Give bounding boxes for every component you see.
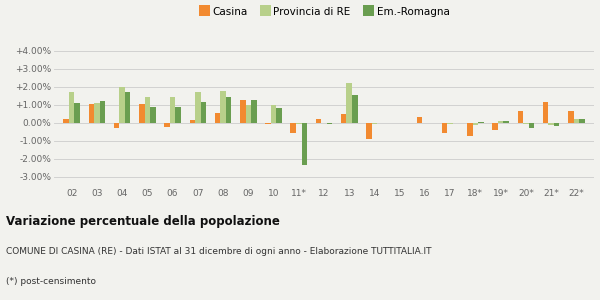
Bar	[240, 100, 245, 123]
Bar	[498, 121, 503, 123]
Bar	[529, 123, 534, 128]
Bar	[302, 123, 307, 165]
Bar	[220, 91, 226, 123]
Text: COMUNE DI CASINA (RE) - Dati ISTAT al 31 dicembre di ogni anno - Elaborazione TU: COMUNE DI CASINA (RE) - Dati ISTAT al 31…	[6, 248, 431, 256]
Bar	[195, 92, 200, 123]
Bar	[478, 122, 484, 123]
Bar	[215, 113, 220, 123]
Bar	[346, 83, 352, 123]
Bar	[327, 123, 332, 124]
Bar	[145, 97, 150, 123]
Bar	[200, 102, 206, 123]
Bar	[226, 97, 232, 123]
Bar	[548, 123, 554, 125]
Bar	[518, 111, 523, 123]
Bar	[150, 107, 155, 123]
Bar	[164, 123, 170, 127]
Bar	[473, 123, 478, 125]
Bar	[316, 118, 321, 123]
Bar	[579, 119, 584, 123]
Bar	[271, 105, 277, 123]
Bar	[251, 100, 257, 123]
Bar	[568, 111, 574, 123]
Bar	[74, 103, 80, 123]
Bar	[175, 107, 181, 123]
Bar	[245, 105, 251, 123]
Bar	[190, 120, 195, 123]
Bar	[574, 119, 579, 123]
Bar	[290, 123, 296, 133]
Text: (*) post-censimento: (*) post-censimento	[6, 278, 96, 286]
Bar	[94, 103, 100, 123]
Bar	[296, 123, 302, 124]
Text: Variazione percentuale della popolazione: Variazione percentuale della popolazione	[6, 214, 280, 227]
Bar	[448, 123, 453, 124]
Bar	[503, 121, 509, 123]
Bar	[64, 118, 69, 123]
Bar	[493, 123, 498, 130]
Bar	[543, 102, 548, 123]
Bar	[352, 95, 358, 123]
Bar	[341, 114, 346, 123]
Bar	[100, 101, 105, 123]
Bar	[119, 87, 125, 123]
Bar	[125, 92, 130, 123]
Bar	[523, 123, 529, 124]
Bar	[277, 108, 282, 123]
Bar	[366, 123, 371, 139]
Bar	[265, 123, 271, 124]
Bar	[416, 117, 422, 123]
Bar	[89, 104, 94, 123]
Bar	[139, 104, 145, 123]
Bar	[170, 97, 175, 123]
Bar	[554, 123, 559, 126]
Bar	[69, 92, 74, 123]
Bar	[467, 123, 473, 136]
Bar	[114, 123, 119, 128]
Bar	[442, 123, 448, 133]
Bar	[371, 123, 377, 124]
Legend: Casina, Provincia di RE, Em.-Romagna: Casina, Provincia di RE, Em.-Romagna	[199, 7, 449, 17]
